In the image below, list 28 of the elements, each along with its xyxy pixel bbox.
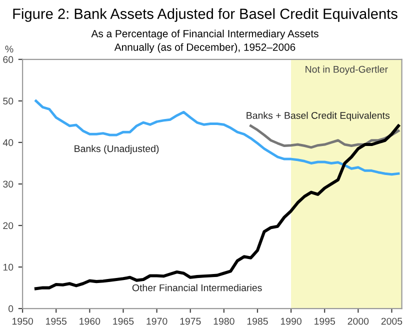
band-label: Not in Boyd-Gertler: [306, 66, 388, 75]
y-tick-label: 10: [3, 264, 14, 271]
x-tick-label: 1995: [314, 318, 336, 325]
x-tick-label: 1990: [280, 318, 302, 325]
chart-subtitle: As a Percentage of Financial Intermediary Assets Annually (as of December), 1952–2006: [91, 30, 318, 53]
chart-title: Figure 2: Bank Assets Adjusted for Basel Credit Equivalents: [13, 8, 398, 22]
y-tick-label: 0: [8, 305, 14, 312]
y-tick-label: 20: [3, 222, 14, 230]
x-tick-label: 2005: [381, 318, 402, 325]
x-tick-label: 1985: [247, 318, 268, 325]
x-tick-label: 1980: [214, 318, 234, 325]
x-tick-label: 1960: [80, 318, 100, 325]
line-series: [34, 100, 400, 176]
x-tick-label: 1965: [113, 318, 134, 325]
series-label: Banks + Basel Credit Equivalents: [246, 112, 390, 121]
x-tick-label: 1975: [180, 318, 201, 325]
series-label: Other Financial Intermediaries: [132, 284, 262, 292]
x-tick-label: 1970: [146, 318, 168, 325]
y-tick-label: 40: [2, 139, 14, 146]
y-tick-label: 50: [3, 98, 14, 105]
x-tick-label: 2000: [348, 318, 369, 325]
x-tick-label: 1950: [12, 318, 33, 325]
y-tick-label: 60: [3, 56, 14, 64]
y-tick-label: 30: [3, 180, 14, 188]
series-label: Banks (Unadjusted): [74, 144, 159, 154]
y-axis-title: %: [5, 46, 14, 52]
line-series: [34, 124, 400, 290]
x-tick-label: 1955: [46, 318, 67, 325]
